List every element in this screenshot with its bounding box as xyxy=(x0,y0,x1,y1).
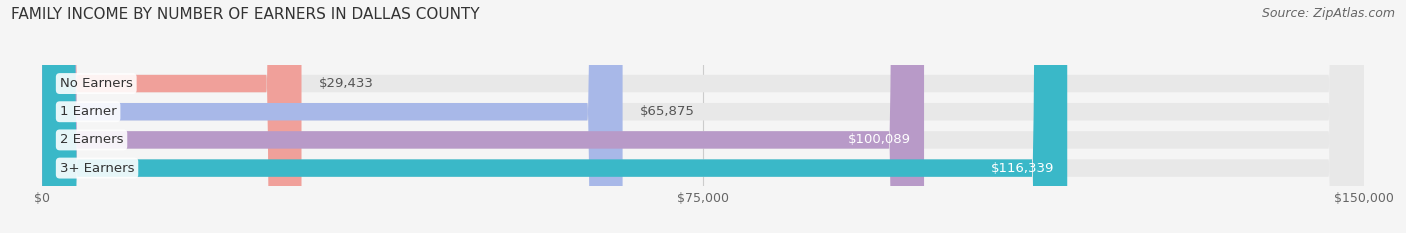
FancyBboxPatch shape xyxy=(42,0,1364,233)
FancyBboxPatch shape xyxy=(42,0,301,233)
FancyBboxPatch shape xyxy=(42,0,1067,233)
Text: Source: ZipAtlas.com: Source: ZipAtlas.com xyxy=(1261,7,1395,20)
Text: $29,433: $29,433 xyxy=(319,77,374,90)
Text: 1 Earner: 1 Earner xyxy=(60,105,117,118)
Text: No Earners: No Earners xyxy=(60,77,132,90)
FancyBboxPatch shape xyxy=(42,0,1364,233)
FancyBboxPatch shape xyxy=(42,0,1364,233)
Text: $100,089: $100,089 xyxy=(848,134,911,146)
FancyBboxPatch shape xyxy=(42,0,623,233)
FancyBboxPatch shape xyxy=(42,0,1364,233)
Text: 2 Earners: 2 Earners xyxy=(60,134,124,146)
FancyBboxPatch shape xyxy=(42,0,924,233)
Text: $116,339: $116,339 xyxy=(991,161,1054,175)
Text: $65,875: $65,875 xyxy=(640,105,695,118)
Text: 3+ Earners: 3+ Earners xyxy=(60,161,135,175)
Text: FAMILY INCOME BY NUMBER OF EARNERS IN DALLAS COUNTY: FAMILY INCOME BY NUMBER OF EARNERS IN DA… xyxy=(11,7,479,22)
